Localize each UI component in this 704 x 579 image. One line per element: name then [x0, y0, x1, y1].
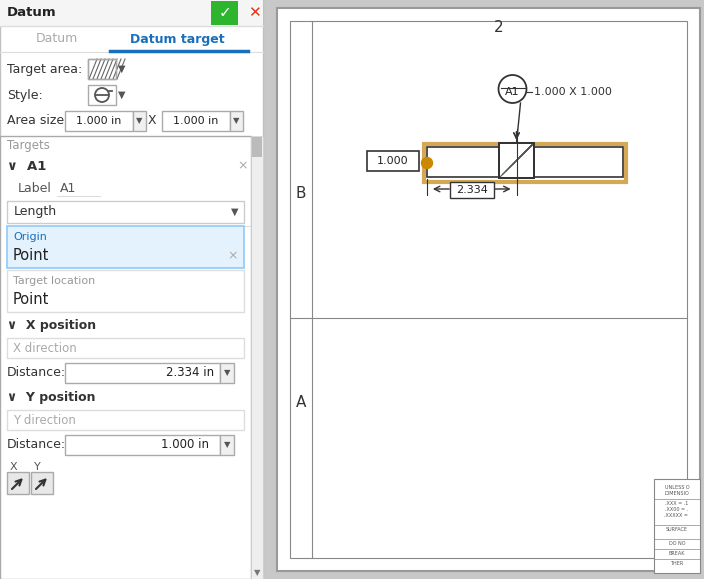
Bar — [252, 137, 262, 157]
Text: SURFACE: SURFACE — [666, 527, 688, 532]
Text: 2.334: 2.334 — [455, 185, 488, 195]
Bar — [220, 435, 234, 455]
Bar — [499, 143, 534, 178]
Text: 1.000 in: 1.000 in — [161, 438, 209, 452]
Text: ✕: ✕ — [248, 5, 260, 20]
Bar — [427, 147, 623, 177]
Text: ×: × — [228, 250, 238, 262]
Bar — [0, 0, 263, 26]
Bar — [230, 111, 243, 131]
Text: ▼: ▼ — [118, 90, 126, 100]
Text: ▼: ▼ — [118, 64, 126, 74]
Bar — [499, 143, 534, 178]
Bar — [65, 111, 133, 131]
Bar — [277, 8, 700, 571]
Bar — [424, 144, 626, 182]
Text: ▼: ▼ — [233, 116, 239, 126]
Text: ▼: ▼ — [224, 368, 230, 378]
Text: X direction: X direction — [13, 342, 77, 354]
Text: X: X — [10, 462, 18, 472]
Bar — [251, 136, 263, 579]
Text: ✓: ✓ — [219, 5, 232, 20]
Text: Y direction: Y direction — [13, 413, 76, 427]
Text: THER: THER — [670, 561, 684, 566]
Text: Targets: Targets — [7, 140, 50, 152]
Text: A: A — [296, 395, 306, 409]
Bar — [7, 226, 244, 268]
Text: Datum: Datum — [7, 6, 56, 20]
Bar — [65, 435, 220, 455]
Text: 1.000 in: 1.000 in — [76, 116, 122, 126]
Text: Style:: Style: — [7, 89, 43, 101]
Bar — [31, 472, 53, 494]
Text: Target location: Target location — [13, 276, 95, 286]
Bar — [88, 59, 116, 79]
Bar — [0, 136, 251, 579]
Text: Target area:: Target area: — [7, 63, 82, 75]
Text: A1: A1 — [505, 87, 520, 97]
Text: Area size:: Area size: — [7, 115, 68, 127]
Bar — [290, 21, 687, 558]
Text: A1: A1 — [60, 181, 76, 195]
Bar — [65, 363, 220, 383]
Text: Distance:: Distance: — [7, 438, 66, 450]
Text: BREAK: BREAK — [669, 551, 685, 556]
Text: Datum: Datum — [36, 32, 78, 46]
Bar — [7, 201, 244, 223]
Text: UNLESS O
DIMENSIO: UNLESS O DIMENSIO — [665, 485, 689, 496]
Text: 1.000 in: 1.000 in — [173, 116, 219, 126]
Bar — [88, 59, 116, 79]
Text: 2.334 in: 2.334 in — [166, 367, 214, 379]
Text: Length: Length — [14, 206, 57, 218]
Text: ∨  Y position: ∨ Y position — [7, 391, 96, 405]
Bar — [162, 111, 230, 131]
Text: ▼: ▼ — [253, 569, 260, 577]
Text: ∨  X position: ∨ X position — [7, 320, 96, 332]
Circle shape — [422, 157, 432, 168]
Text: 1.000: 1.000 — [377, 156, 409, 166]
Text: ▼: ▼ — [231, 207, 239, 217]
Text: ▼: ▼ — [224, 441, 230, 449]
Text: ×: × — [238, 159, 249, 173]
Bar — [133, 111, 146, 131]
Bar — [654, 479, 700, 573]
Circle shape — [498, 75, 527, 103]
Text: Label: Label — [18, 181, 52, 195]
Text: DO NO: DO NO — [669, 541, 685, 546]
Text: Origin: Origin — [13, 232, 47, 242]
Bar — [88, 85, 116, 105]
Text: 1.000 X 1.000: 1.000 X 1.000 — [534, 87, 611, 97]
Bar — [7, 338, 244, 358]
Text: Distance:: Distance: — [7, 365, 66, 379]
Bar — [367, 151, 419, 171]
Text: X: X — [148, 115, 156, 127]
Text: Y: Y — [34, 462, 41, 472]
Bar — [211, 1, 238, 25]
Bar — [0, 0, 263, 579]
Bar — [7, 472, 29, 494]
Text: Point: Point — [13, 292, 49, 307]
Bar — [7, 410, 244, 430]
Text: ▼: ▼ — [136, 116, 142, 126]
Text: Datum target: Datum target — [130, 32, 225, 46]
Bar — [220, 363, 234, 383]
Text: 2: 2 — [494, 20, 503, 35]
Bar — [7, 270, 244, 312]
Bar — [450, 182, 494, 198]
Text: B: B — [296, 186, 306, 201]
Text: .XXX = .1
.XX00 = .
.XXXXX =: .XXX = .1 .XX00 = . .XXXXX = — [665, 501, 690, 518]
Text: Point: Point — [13, 248, 49, 263]
Text: ∨  A1: ∨ A1 — [7, 159, 46, 173]
